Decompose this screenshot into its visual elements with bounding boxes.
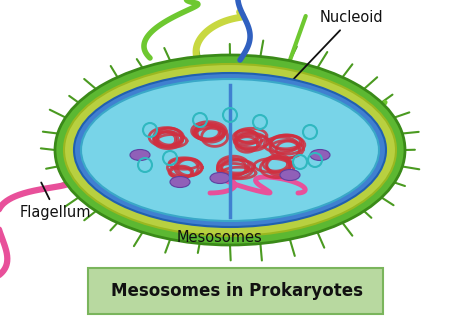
Ellipse shape bbox=[210, 172, 230, 184]
Ellipse shape bbox=[280, 170, 300, 181]
Text: Mesosomes in Prokaryotes: Mesosomes in Prokaryotes bbox=[111, 282, 363, 300]
Ellipse shape bbox=[74, 73, 386, 227]
Ellipse shape bbox=[55, 55, 405, 245]
Ellipse shape bbox=[130, 150, 150, 160]
Text: Mesosomes: Mesosomes bbox=[177, 193, 263, 245]
Ellipse shape bbox=[64, 64, 396, 236]
Ellipse shape bbox=[81, 79, 379, 221]
Text: Flagellum: Flagellum bbox=[20, 183, 91, 219]
Ellipse shape bbox=[310, 150, 330, 160]
FancyBboxPatch shape bbox=[88, 268, 383, 314]
Text: Nucleoid: Nucleoid bbox=[247, 10, 383, 128]
Ellipse shape bbox=[170, 176, 190, 187]
